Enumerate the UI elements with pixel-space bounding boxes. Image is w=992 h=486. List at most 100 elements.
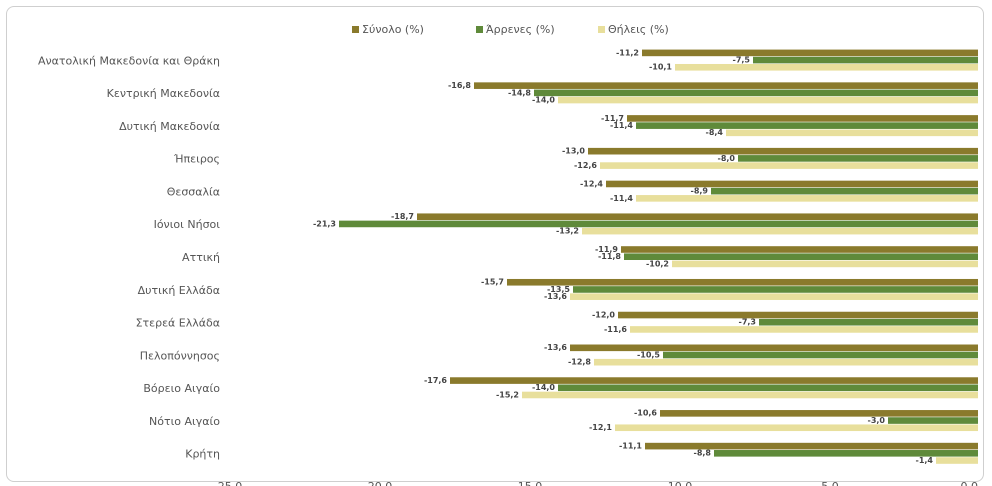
bar-cat-3-s1 [738, 155, 978, 162]
bar-cat-11-s2 [615, 424, 978, 432]
bar-cat-10-s0 [450, 377, 978, 384]
data-label-cat-5-s0: -18,7 [391, 212, 414, 221]
bar-cat-6-s1 [624, 253, 978, 260]
data-label-cat-8-s1: -7,3 [739, 318, 757, 327]
data-label-cat-0-s2: -10,1 [649, 63, 672, 72]
bar-cat-7-s2 [570, 293, 978, 300]
bar-cat-3-s2 [600, 162, 978, 169]
data-label-cat-7-s0: -15,7 [481, 278, 504, 287]
bar-cat-4-s1 [711, 187, 978, 195]
category-label-0: Ανατολική Μακεδονία και Θράκη [38, 54, 220, 67]
x-tick-label-3: -10,0 [664, 480, 692, 486]
bar-cat-8-s1 [759, 318, 978, 326]
data-label-cat-6-s1: -11,8 [598, 252, 621, 261]
data-label-cat-5-s2: -13,2 [556, 227, 579, 236]
x-tick-label-0: -25,0 [214, 480, 242, 486]
x-tick-label-2: -15,0 [514, 480, 542, 486]
bar-cat-7-s1 [573, 286, 978, 293]
category-label-5: Ιόνιοι Νήσοι [154, 218, 221, 231]
category-label-3: Ήπειρος [173, 153, 220, 166]
data-label-cat-2-s2: -8,4 [706, 128, 724, 137]
bar-cat-9-s2 [594, 358, 978, 366]
bar-cat-4-s2 [636, 195, 978, 202]
data-label-cat-10-s0: -17,6 [424, 376, 447, 385]
bar-cat-12-s1 [714, 450, 978, 457]
bar-cat-2-s2 [726, 129, 978, 137]
data-label-cat-4-s1: -8,9 [691, 187, 709, 196]
x-tick-label-5: 0,0 [961, 480, 979, 486]
bar-cat-11-s1 [888, 417, 978, 424]
legend-label-2: Θήλεις (%) [608, 23, 669, 36]
data-label-cat-12-s2: -1,4 [916, 456, 934, 465]
data-label-cat-1-s1: -14,8 [508, 88, 531, 97]
data-label-cat-1-s2: -14,0 [532, 95, 555, 104]
data-label-cat-9-s0: -13,6 [544, 343, 567, 352]
data-label-cat-3-s2: -12,6 [574, 161, 597, 170]
bar-cat-5-s0 [417, 213, 978, 221]
bar-cat-6-s2 [672, 260, 978, 268]
bar-cat-5-s2 [582, 227, 978, 235]
data-label-cat-5-s1: -21,3 [313, 219, 336, 228]
data-label-cat-9-s1: -10,5 [637, 350, 660, 359]
bar-cat-11-s0 [660, 410, 978, 417]
legend-label-0: Σύνολο (%) [362, 23, 424, 36]
bar-cat-7-s0 [507, 278, 978, 286]
bar-cat-0-s0 [642, 49, 978, 57]
category-label-6: Αττική [182, 251, 220, 264]
data-label-cat-2-s1: -11,4 [610, 121, 633, 130]
x-tick-label-4: -5,0 [817, 480, 838, 486]
data-label-cat-3-s0: -13,0 [562, 147, 585, 156]
data-label-cat-7-s2: -13,6 [544, 292, 567, 301]
category-label-10: Βόρειο Αιγαίο [143, 382, 220, 395]
bar-cat-1-s2 [558, 96, 978, 104]
bar-cat-8-s0 [618, 311, 978, 319]
bar-cat-1-s1 [534, 89, 978, 97]
data-label-cat-12-s0: -11,1 [619, 442, 642, 451]
data-label-cat-3-s1: -8,0 [718, 154, 736, 163]
bar-cat-9-s0 [570, 344, 978, 352]
bar-cat-12-s2 [936, 457, 978, 464]
bar-cat-0-s2 [675, 63, 978, 71]
data-label-cat-11-s1: -3,0 [868, 416, 886, 425]
data-label-cat-2-s0: -11,7 [601, 114, 624, 123]
data-label-cat-9-s2: -12,8 [568, 358, 591, 367]
legend-label-1: Άρρενες (%) [486, 23, 555, 36]
category-label-4: Θεσσαλία [167, 185, 220, 198]
bar-cat-8-s2 [630, 326, 978, 333]
bar-cat-0-s1 [753, 56, 978, 64]
data-label-cat-7-s1: -13,5 [547, 285, 570, 294]
category-label-8: Στερεά Ελλάδα [136, 317, 220, 330]
legend-swatch-2 [598, 26, 605, 33]
data-label-cat-4-s2: -11,4 [610, 194, 633, 203]
category-label-1: Κεντρική Μακεδονία [107, 87, 220, 100]
category-label-9: Πελοπόννησος [140, 349, 220, 362]
bar-cat-1-s0 [474, 82, 978, 89]
category-label-7: Δυτική Ελλάδα [138, 284, 220, 297]
data-label-cat-11-s2: -12,1 [589, 423, 612, 432]
data-label-cat-1-s0: -16,8 [448, 81, 471, 90]
bar-cat-2-s0 [627, 115, 978, 122]
bar-cat-4-s0 [606, 180, 978, 188]
bar-cat-10-s2 [522, 391, 978, 399]
data-label-cat-6-s2: -10,2 [646, 259, 669, 268]
bar-cat-3-s0 [588, 147, 978, 155]
bar-cat-6-s0 [621, 246, 978, 253]
bar-cat-10-s1 [558, 384, 978, 392]
legend-swatch-0 [352, 26, 359, 33]
bar-cat-12-s0 [645, 442, 978, 450]
data-label-cat-8-s0: -12,0 [592, 310, 615, 319]
bar-cat-5-s1 [339, 220, 978, 228]
data-label-cat-10-s2: -15,2 [496, 390, 519, 399]
data-label-cat-11-s0: -10,6 [634, 409, 657, 418]
data-label-cat-4-s0: -12,4 [580, 179, 603, 188]
category-label-2: Δυτική Μακεδονία [119, 120, 220, 133]
bar-cat-2-s1 [636, 122, 978, 129]
data-label-cat-0-s0: -11,2 [616, 48, 639, 57]
data-label-cat-12-s1: -8,8 [694, 449, 712, 458]
category-label-12: Κρήτη [185, 448, 220, 461]
data-label-cat-6-s0: -11,9 [595, 245, 618, 254]
bar-cat-9-s1 [663, 351, 978, 359]
data-label-cat-0-s1: -7,5 [733, 55, 751, 64]
data-label-cat-10-s1: -14,0 [532, 383, 555, 392]
